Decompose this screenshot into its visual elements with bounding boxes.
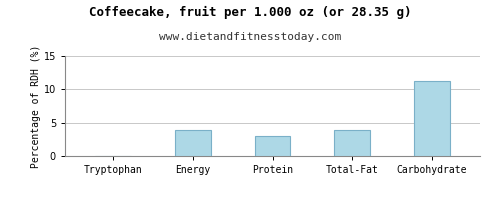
Text: Coffeecake, fruit per 1.000 oz (or 28.35 g): Coffeecake, fruit per 1.000 oz (or 28.35… (89, 6, 411, 19)
Bar (254, 136, 290, 156)
Bar (174, 130, 210, 156)
Bar (414, 81, 450, 156)
Bar (334, 130, 370, 156)
Y-axis label: Percentage of RDH (%): Percentage of RDH (%) (31, 44, 41, 168)
Text: www.dietandfitnesstoday.com: www.dietandfitnesstoday.com (159, 32, 341, 42)
